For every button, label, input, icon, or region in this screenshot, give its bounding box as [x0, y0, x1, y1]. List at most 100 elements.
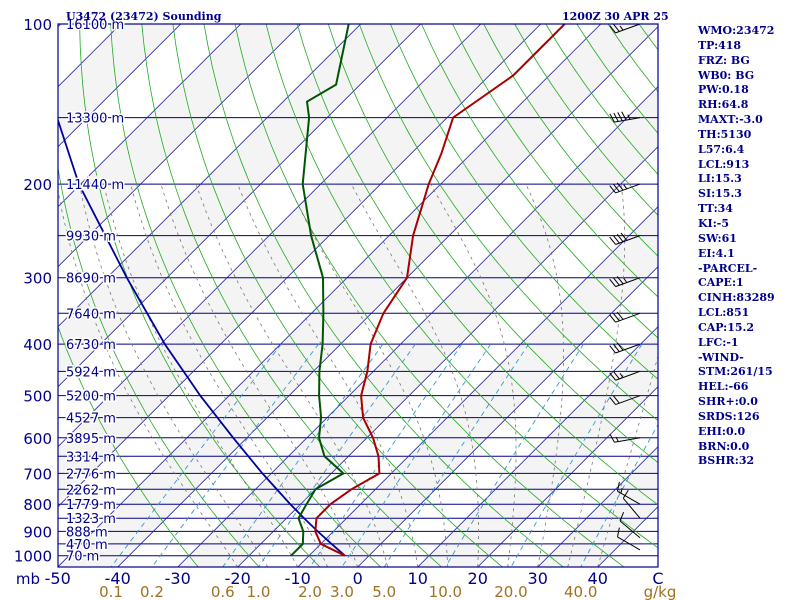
- temperature-trace: [314, 24, 566, 557]
- mixing-ratio-unit-label: g/kg: [644, 583, 677, 600]
- wind-barb-flag: [616, 234, 624, 243]
- index-value: FRZ: BG: [698, 53, 750, 67]
- wind-barb-flag: [609, 372, 616, 381]
- moist-adiabat-line: [237, 183, 419, 567]
- wind-barb-flag: [616, 527, 620, 537]
- wind-barb-flag: [613, 277, 620, 286]
- wind-barb: [609, 342, 641, 354]
- temperature-tick-label: -20: [225, 569, 251, 588]
- wind-barb: [609, 370, 641, 381]
- wind-barb-half-flag: [619, 373, 624, 378]
- index-value: KI:-5: [698, 216, 729, 230]
- height-label: 5200 m: [66, 390, 116, 405]
- dry-adiabat-line: [265, 24, 658, 549]
- isotherm-line: [58, 24, 542, 508]
- wind-barb-flag: [619, 512, 625, 522]
- index-value: TP:418: [698, 38, 742, 52]
- moist-adiabat-line: [130, 183, 329, 567]
- plot-frame: [57, 23, 659, 568]
- isotherm-line: [537, 446, 658, 567]
- index-value: CAPE:1: [698, 276, 744, 290]
- mixing-ratio-label: 1.0: [247, 583, 271, 600]
- dry-adiabat-line: [390, 24, 658, 380]
- wind-barb-flag: [609, 345, 616, 354]
- mixing-ratio-line: [222, 343, 384, 567]
- wind-barb-flag: [609, 113, 615, 123]
- wind-barb-half-flag: [615, 436, 619, 442]
- temperature-tick-label: 10: [408, 569, 428, 588]
- index-value: STM:261/15: [698, 365, 773, 379]
- dry-adiabat-line: [452, 24, 658, 298]
- wind-barb-staff: [619, 520, 641, 539]
- wind-barb-flag: [620, 232, 628, 241]
- wind-barb-flag: [609, 25, 616, 34]
- index-value: MAXT:-3.0: [698, 113, 763, 127]
- wind-barb-flag: [609, 396, 616, 405]
- index-value: SRDS:126: [698, 409, 760, 423]
- pressure-tick-label: 700: [23, 465, 52, 483]
- wind-barb-flag: [616, 481, 620, 492]
- wind-barb-half-flag: [623, 184, 628, 190]
- wind-barb-staff: [615, 235, 641, 245]
- wind-barb: [616, 481, 641, 505]
- wind-barb: [609, 276, 641, 288]
- index-value: L57:6.4: [698, 142, 745, 156]
- index-value: LI:15.3: [698, 172, 742, 186]
- height-label: 2776 m: [66, 467, 116, 482]
- index-value: LCL:851: [698, 306, 750, 320]
- isotherm-line: [177, 86, 658, 567]
- pressure-tick-label: 1000: [14, 548, 52, 566]
- moist-adiabat-line: [79, 184, 269, 567]
- height-label: 888 m: [66, 525, 108, 540]
- index-value: BRN:0.0: [698, 439, 750, 453]
- index-value: PW:0.18: [698, 83, 749, 97]
- height-label: 16100 m: [66, 18, 124, 33]
- dry-adiabat-line: [327, 24, 658, 464]
- wind-barb-half-flag: [627, 114, 631, 120]
- wind-barb-staff: [615, 277, 641, 288]
- wind-barb: [619, 512, 641, 539]
- isotherm-line: [417, 326, 658, 567]
- mixing-ratio-label: 40.0: [564, 583, 597, 600]
- wind-barb: [609, 182, 641, 194]
- index-value: WB0: BG: [698, 68, 755, 82]
- wind-barb-staff: [615, 343, 641, 354]
- height-label: 1323 m: [66, 512, 116, 527]
- wind-barb-flag: [616, 182, 624, 191]
- height-label: 3314 m: [66, 450, 116, 465]
- isotherm-line: [117, 26, 658, 567]
- height-label: 3895 m: [66, 432, 116, 447]
- dry-adiabat-line: [483, 24, 658, 257]
- height-label: 11440 m: [66, 178, 124, 193]
- mixing-ratio-label: 5.0: [372, 583, 396, 600]
- index-value: LFC:-1: [698, 335, 739, 349]
- temperature-unit-label: C: [652, 569, 663, 588]
- mixing-ratio-line: [151, 343, 319, 567]
- moist-adiabat-line: [430, 183, 517, 567]
- wind-barb-half-flag: [620, 488, 623, 494]
- mixing-ratio-label: 0.2: [140, 583, 164, 600]
- height-label: 70 m: [66, 550, 99, 565]
- temperature-tick-label: -40: [105, 569, 131, 588]
- wind-barb-flag: [609, 314, 616, 323]
- isotherm-band: [58, 24, 61, 27]
- mixing-ratio-line: [110, 343, 282, 567]
- height-label: 9930 m: [66, 230, 116, 245]
- height-label: 13300 m: [66, 112, 124, 127]
- dry-adiabat-line: [234, 24, 625, 567]
- temperature-tick-label: 20: [468, 569, 488, 588]
- wind-barb: [609, 311, 641, 323]
- wind-barb-flag: [621, 111, 627, 121]
- station-title: U3472 (23472) Sounding: [66, 10, 222, 23]
- valid-time: 1200Z 30 APR 25: [562, 10, 669, 23]
- index-value: EHI:0.0: [698, 424, 746, 438]
- isotherm-line: [58, 24, 422, 388]
- wind-barb-flag: [613, 343, 620, 352]
- isotherm-line: [58, 24, 62, 28]
- mixing-ratio-line: [510, 343, 643, 567]
- mixing-ratio-line: [309, 343, 463, 567]
- wind-barb-flag: [613, 371, 620, 380]
- wind-barb-half-flag: [623, 278, 628, 283]
- isotherm-line: [237, 146, 658, 567]
